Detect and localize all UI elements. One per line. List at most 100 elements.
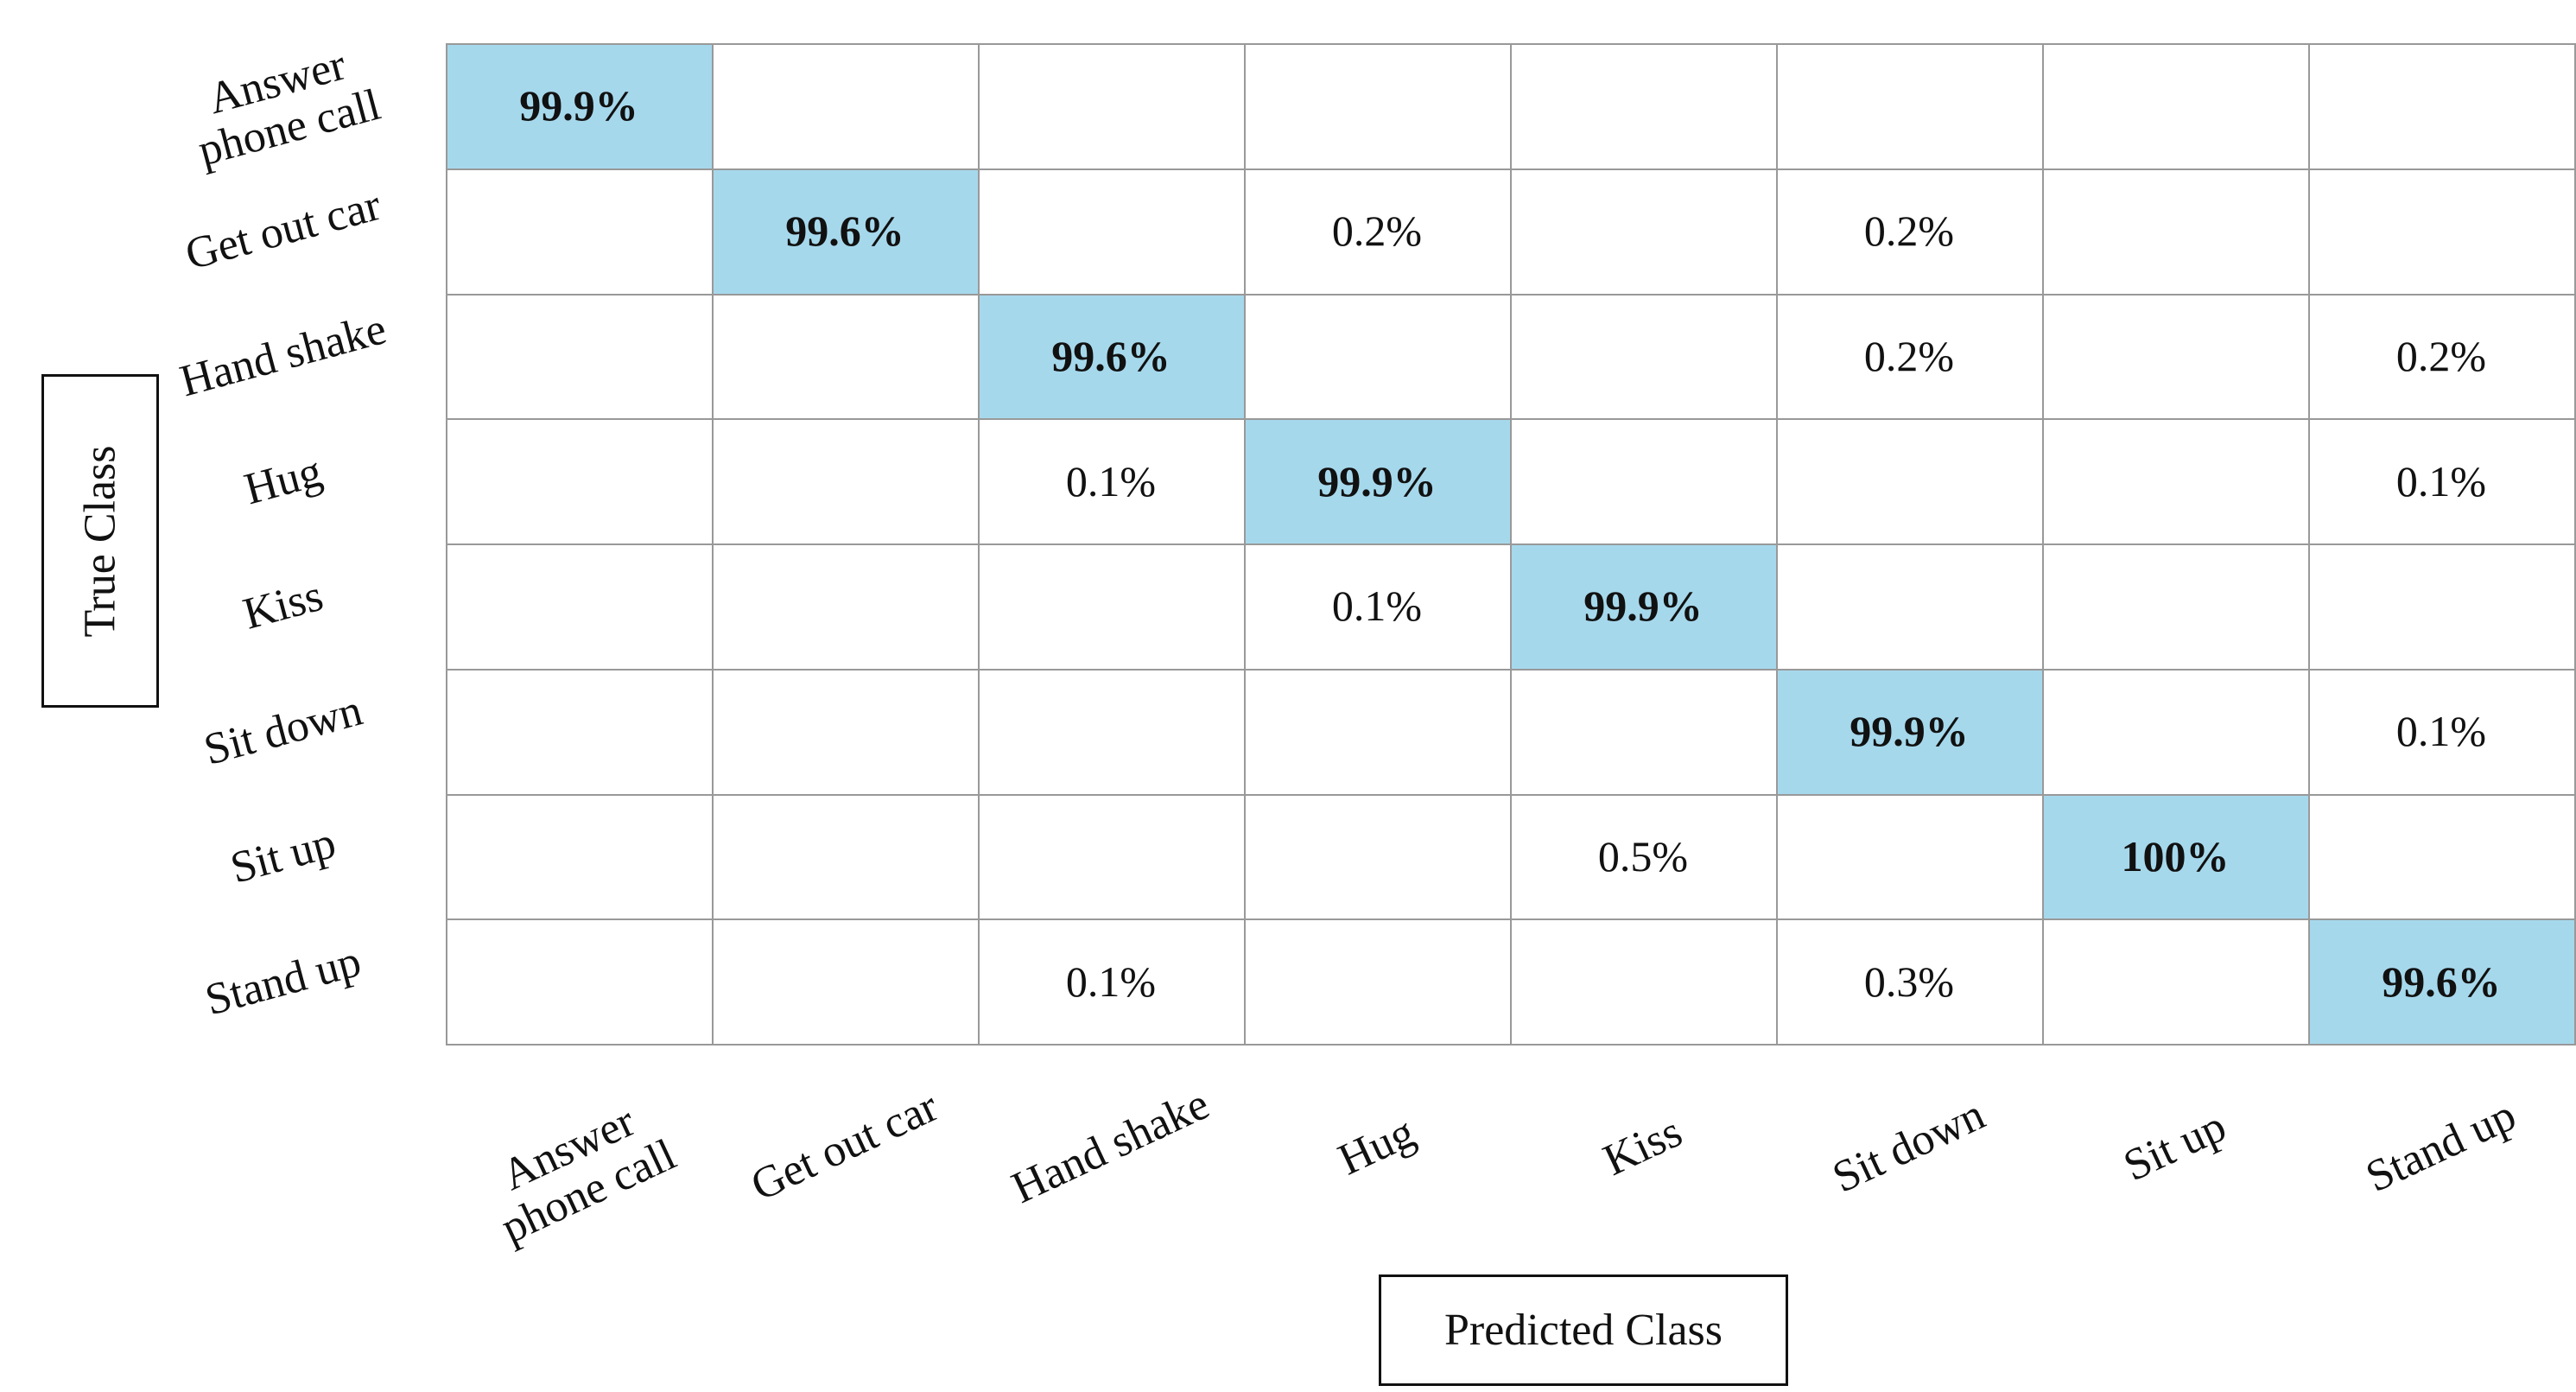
cell <box>1776 418 2044 545</box>
cell <box>712 793 980 921</box>
cell-value <box>2308 293 2576 421</box>
x-tick-label: Sit up <box>2116 1101 2234 1192</box>
cell <box>1510 918 1778 1046</box>
cell <box>446 668 714 796</box>
y-tick-label: Hand shake <box>174 303 392 407</box>
cell <box>446 918 714 1046</box>
cell-value <box>1776 918 2044 1046</box>
cell <box>2308 543 2576 671</box>
cell-value <box>1776 168 2044 296</box>
cell <box>2042 43 2310 170</box>
cell-label: 99.9% <box>1317 456 1437 505</box>
cell-label: 0.5% <box>1597 831 1689 880</box>
cell <box>1510 168 1778 296</box>
cell-label: 0.1% <box>2395 456 2487 505</box>
cell <box>2042 418 2310 545</box>
cell <box>2308 168 2576 296</box>
cell <box>1776 793 2044 921</box>
cell-label: 99.6% <box>785 207 904 256</box>
cell <box>2042 668 2310 796</box>
cell <box>1244 293 1512 421</box>
cell <box>1510 668 1778 796</box>
cell <box>712 918 980 1046</box>
cell <box>1510 293 1778 421</box>
cell <box>1510 418 1778 545</box>
x-tick-label: Get out car <box>743 1081 946 1211</box>
cell-label: 0.3% <box>1863 957 1955 1006</box>
x-axis-box: Predicted Class <box>1379 1274 1788 1386</box>
cell <box>712 668 980 796</box>
y-tick-label: Stand up <box>200 936 366 1026</box>
x-tick-label: Hand shake <box>1005 1079 1217 1213</box>
cell-value <box>1244 418 1512 545</box>
cell-value <box>446 43 714 170</box>
cell-label: 0.2% <box>1863 331 1955 380</box>
cell-value <box>1776 668 2044 796</box>
cell <box>446 168 714 296</box>
cell <box>2042 293 2310 421</box>
cell <box>446 418 714 545</box>
cell <box>1244 793 1512 921</box>
y-tick-label: Answer phone call <box>193 40 386 176</box>
cell-label: 0.2% <box>2395 331 2487 380</box>
cell-value <box>712 168 980 296</box>
cell <box>2042 168 2310 296</box>
cell-value <box>2308 918 2576 1046</box>
cell-value <box>1510 543 1778 671</box>
cell <box>2308 43 2576 170</box>
y-tick-label: Sit up <box>225 817 341 893</box>
cell <box>2042 918 2310 1046</box>
cell <box>446 293 714 421</box>
cell-label: 100% <box>2121 831 2230 880</box>
x-axis-label: Predicted Class <box>1443 1306 1723 1355</box>
cell-label: 0.1% <box>1065 957 1157 1006</box>
x-tick-label: Kiss <box>1596 1107 1690 1185</box>
x-tick-label: Sit down <box>1825 1090 1993 1203</box>
cell-value <box>1776 293 2044 421</box>
cell-value <box>978 418 1246 545</box>
cell-value <box>978 918 1246 1046</box>
cell <box>1776 543 2044 671</box>
cell <box>2308 793 2576 921</box>
y-axis-label: True Class <box>75 444 125 638</box>
cell <box>1244 668 1512 796</box>
cell-label: 99.9% <box>1583 582 1703 631</box>
x-tick-label: Answer phone call <box>493 1096 683 1253</box>
cell <box>1244 43 1512 170</box>
cell <box>446 543 714 671</box>
cell <box>1510 43 1778 170</box>
y-tick-label: Sit down <box>199 685 368 776</box>
cell <box>1244 918 1512 1046</box>
y-tick-label: Get out car <box>180 180 386 280</box>
cell <box>712 418 980 545</box>
cell-label: 0.2% <box>1331 207 1423 256</box>
cell <box>2042 543 2310 671</box>
cell <box>978 668 1246 796</box>
cell-label: 0.1% <box>2395 707 2487 756</box>
cell <box>712 543 980 671</box>
cell-value <box>2308 418 2576 545</box>
x-tick-label: Stand up <box>2358 1090 2523 1203</box>
y-axis-box: True Class <box>41 374 159 708</box>
cell <box>978 793 1246 921</box>
y-tick-label: Kiss <box>238 571 328 640</box>
cell-value <box>2042 793 2310 921</box>
cell-label: 99.9% <box>519 81 638 130</box>
cell-label: 99.6% <box>1051 331 1171 380</box>
cell-label: 0.2% <box>1863 207 1955 256</box>
cell <box>446 793 714 921</box>
cell <box>978 168 1246 296</box>
cell <box>1776 43 2044 170</box>
cell-label: 0.1% <box>1331 582 1423 631</box>
cell-label: 0.1% <box>1065 456 1157 505</box>
x-tick-label: Hug <box>1331 1107 1423 1185</box>
y-tick-label: Hug <box>239 446 327 514</box>
cell <box>712 293 980 421</box>
cell-value <box>978 293 1246 421</box>
cell <box>712 43 980 170</box>
cell <box>978 543 1246 671</box>
cell <box>978 43 1246 170</box>
cell-label: 99.6% <box>2382 957 2501 1006</box>
cell-label: 99.9% <box>1850 707 1969 756</box>
